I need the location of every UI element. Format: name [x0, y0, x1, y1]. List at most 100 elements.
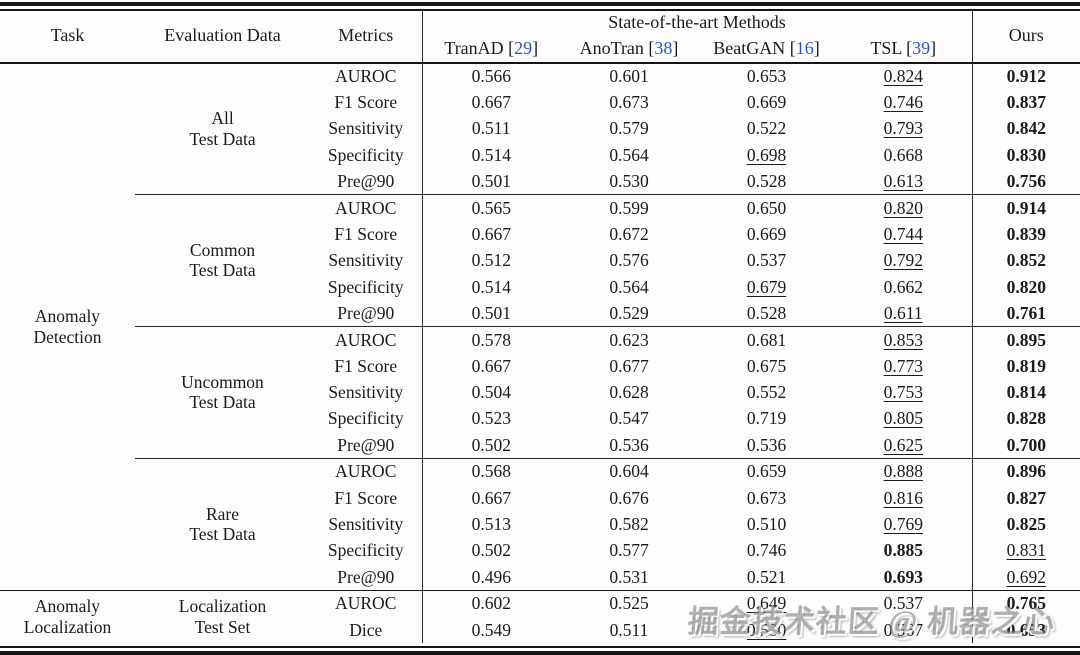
- metric-value: 0.681: [746, 329, 787, 350]
- metric-value: 0.677: [609, 355, 649, 376]
- metric-value: 0.825: [1006, 514, 1046, 535]
- metric-value: 0.692: [1006, 566, 1046, 587]
- metric-value: 0.547: [609, 408, 649, 429]
- table-row: Pre@90 0.501 0.529 0.528 0.611 0.761: [0, 300, 1080, 327]
- method-value-cell: 0.514: [422, 274, 560, 300]
- method-value-cell: 0.513: [422, 511, 560, 537]
- metric-cell: AUROC: [310, 193, 423, 221]
- metric-cell: Specificity: [310, 273, 423, 301]
- metric-value: 0.896: [1006, 461, 1046, 482]
- metric-value: 0.537: [746, 250, 787, 271]
- metric-value: 0.761: [1006, 302, 1046, 323]
- ours-value-cell: 0.837: [972, 89, 1080, 115]
- metric-value: 0.628: [609, 382, 649, 403]
- metric-value: 0.820: [883, 197, 923, 218]
- metric-value: 0.611: [883, 302, 923, 323]
- metric-value: 0.578: [471, 329, 511, 350]
- metric-value: 0.525: [609, 593, 649, 614]
- method-value-cell: 0.537: [698, 247, 835, 273]
- metric-value: 0.549: [471, 619, 511, 640]
- metric-value: 0.693: [883, 566, 923, 587]
- table-row: Rare Test Data AUROC 0.568 0.604 0.659 0.888 0.…: [0, 457, 1080, 591]
- metric-value: 0.504: [471, 382, 511, 403]
- ours-value-cell: 0.814: [972, 379, 1080, 405]
- ours-value-cell: 0.761: [972, 300, 1080, 326]
- table-row: F1 Score 0.667 0.677 0.675 0.773 0.819: [0, 352, 1080, 380]
- method-value-cell: 0.511: [422, 115, 560, 141]
- metric-value: 0.669: [746, 91, 787, 112]
- method-value-cell: 0.746: [698, 538, 835, 564]
- metric-value: 0.830: [1006, 144, 1046, 165]
- method-value-cell: 0.522: [698, 115, 835, 141]
- method-value-cell: 0.599: [560, 193, 698, 221]
- method-value-cell: 0.582: [560, 511, 698, 537]
- metric-cell: F1 Score: [310, 352, 423, 380]
- method-value-cell: 0.504: [422, 379, 560, 405]
- citation-link[interactable]: 38: [654, 37, 673, 58]
- metric-value: 0.514: [471, 276, 511, 297]
- ours-value-cell: 0.765: [972, 589, 1080, 617]
- method-value-cell: 0.496: [422, 564, 560, 590]
- ours-value-cell: 0.828: [972, 406, 1080, 432]
- method-value-cell: 0.673: [560, 89, 698, 115]
- header-task: Task: [50, 25, 85, 46]
- method-value-cell: 0.578: [422, 325, 560, 353]
- metric-value: 0.746: [883, 91, 923, 112]
- method-value-cell: 0.528: [698, 168, 835, 194]
- metric-value: 0.746: [746, 540, 787, 561]
- metric-value: 0.676: [609, 487, 649, 508]
- method-value-cell: 0.511: [560, 617, 698, 643]
- ours-value-cell: 0.895: [972, 325, 1080, 353]
- method-value-cell: 0.602: [422, 589, 560, 617]
- method-value-cell: 0.753: [835, 379, 973, 406]
- ours-value-cell: 0.756: [972, 168, 1080, 194]
- metric-value: 0.816: [883, 487, 923, 508]
- ours-value-cell: 0.839: [972, 221, 1080, 247]
- metric-value: 0.511: [609, 619, 649, 640]
- method-value-cell: 0.580: [698, 617, 835, 643]
- metric-value: 0.653: [746, 65, 787, 86]
- method-header-tranad: TranAD [29]: [444, 37, 539, 58]
- metric-cell: F1 Score: [310, 220, 423, 248]
- method-value-cell: 0.659: [698, 457, 835, 485]
- table-row: F1 Score 0.667 0.672 0.669 0.744 0.839: [0, 220, 1080, 248]
- metric-value: 0.914: [1006, 197, 1046, 218]
- metric-value: 0.523: [471, 408, 511, 429]
- metric-value: 0.510: [746, 514, 787, 535]
- metric-value: 0.885: [883, 540, 923, 561]
- method-value-cell: 0.853: [835, 325, 973, 353]
- metric-value: 0.537: [883, 593, 923, 614]
- method-value-cell: 0.529: [560, 300, 698, 326]
- metric-value: 0.514: [471, 144, 511, 165]
- metric-value: 0.667: [471, 487, 511, 508]
- evaluation-data-cell: Rare Test Data: [135, 457, 310, 591]
- method-value-cell: 0.719: [698, 406, 835, 432]
- metric-cell: Pre@90: [310, 431, 423, 459]
- evaluation-data-cell: Common Test Data: [135, 193, 310, 327]
- citation-link[interactable]: 39: [912, 37, 931, 58]
- metric-cell: Pre@90: [310, 168, 423, 195]
- ours-value-cell: 0.896: [972, 457, 1080, 485]
- metric-value: 0.756: [1006, 170, 1046, 191]
- method-value-cell: 0.525: [560, 589, 698, 617]
- ours-value-cell: 0.914: [972, 193, 1080, 221]
- metric-value: 0.521: [746, 566, 787, 587]
- metric-value: 0.853: [883, 329, 923, 350]
- metric-value: 0.792: [883, 250, 923, 271]
- table-row: Pre@90 0.496 0.531 0.521 0.693 0.692: [0, 563, 1080, 591]
- table-row: Uncommon Test Data AUROC 0.578 0.623 0.681 0.8…: [0, 325, 1080, 459]
- table-top-thick-rule: [0, 2, 1080, 6]
- metric-value: 0.602: [471, 593, 511, 614]
- metric-value: 0.805: [883, 408, 923, 429]
- metric-value: 0.672: [609, 223, 649, 244]
- method-value-cell: 0.528: [698, 300, 835, 326]
- metric-value: 0.827: [1006, 487, 1046, 508]
- method-value-cell: 0.565: [422, 193, 560, 221]
- method-value-cell: 0.769: [835, 511, 973, 538]
- citation-link[interactable]: 16: [795, 37, 814, 58]
- citation-link[interactable]: 29: [514, 37, 533, 58]
- method-value-cell: 0.669: [698, 89, 835, 115]
- metric-cell: AUROC: [310, 589, 423, 617]
- method-value-cell: 0.501: [422, 300, 560, 326]
